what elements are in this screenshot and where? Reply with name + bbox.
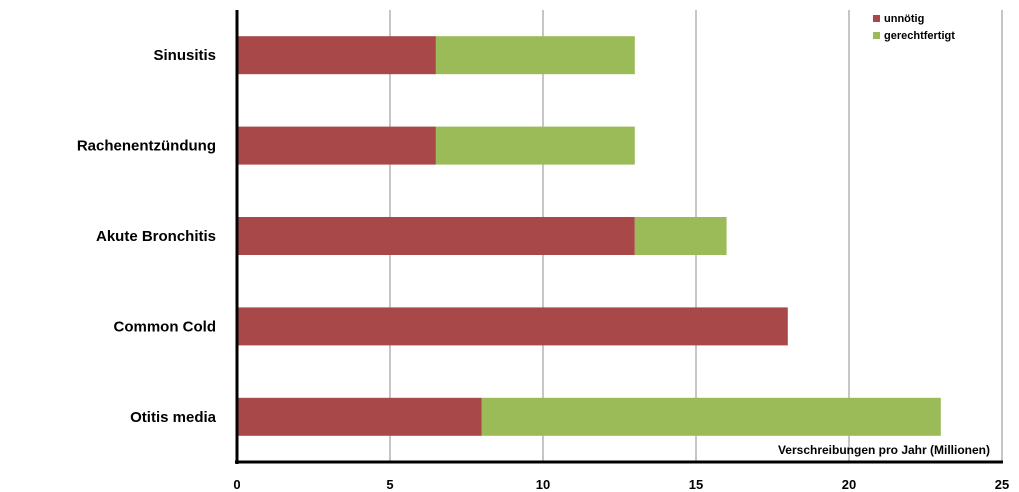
x-tick-label: 25 [995, 477, 1009, 492]
x-tick-labels: 0 5 10 15 20 25 [233, 477, 1009, 492]
bar-segment [237, 397, 482, 436]
category-label: Common Cold [114, 318, 217, 335]
x-tick-label: 0 [233, 477, 240, 492]
category-label: Otitis media [130, 409, 217, 426]
bar-segment [634, 217, 727, 255]
category-labels: Sinusitis Rachenentzündung Akute Bronchiti… [77, 47, 217, 426]
category-label: Rachenentzündung [77, 138, 216, 155]
bars [237, 36, 941, 436]
bar-segment [237, 126, 436, 165]
bar-segment [237, 307, 788, 346]
bar-segment [237, 36, 436, 75]
legend-label: gerechtfertigt [884, 30, 955, 42]
category-label: Akute Bronchitis [96, 228, 216, 245]
bar-segment [435, 36, 635, 75]
x-tick-label: 20 [842, 477, 856, 492]
legend-label: unnötig [884, 13, 924, 25]
x-tick-label: 10 [536, 477, 550, 492]
bar-segment [435, 126, 635, 165]
x-tick-label: 15 [689, 477, 703, 492]
bar-segment [481, 397, 941, 436]
legend-swatch [873, 32, 880, 39]
category-label: Sinusitis [153, 47, 216, 64]
legend: unnötig gerechtfertigt [873, 13, 955, 42]
x-tick-label: 5 [386, 477, 393, 492]
legend-swatch [873, 15, 880, 22]
x-axis-title: Verschreibungen pro Jahr (Millionen) [778, 443, 990, 457]
bar-segment [237, 217, 635, 255]
